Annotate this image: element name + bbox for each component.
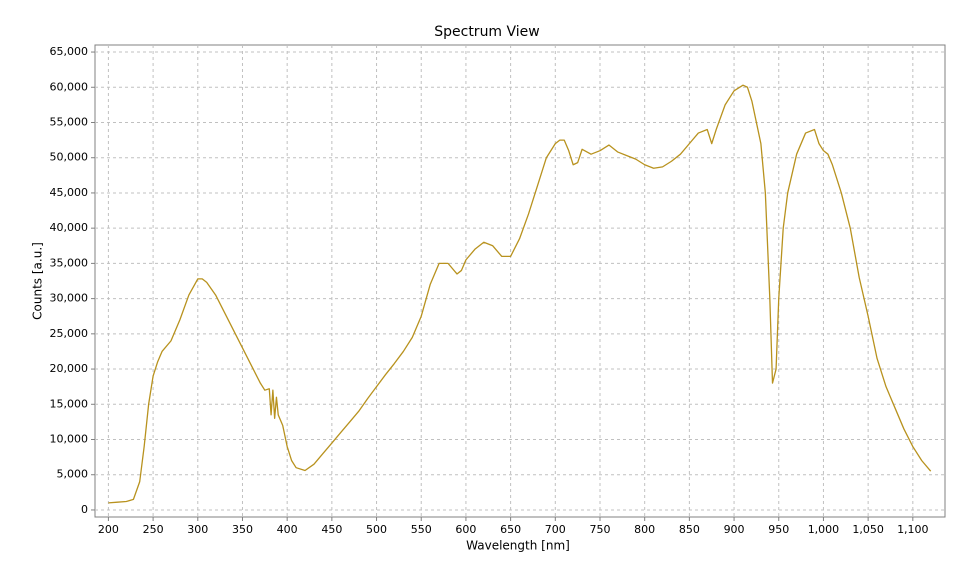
y-tick-label: 10,000 bbox=[50, 433, 89, 446]
x-tick-label: 200 bbox=[98, 523, 119, 536]
y-tick-label: 65,000 bbox=[50, 45, 89, 58]
x-tick-label: 900 bbox=[724, 523, 745, 536]
x-tick-label: 400 bbox=[277, 523, 298, 536]
x-tick-label: 500 bbox=[366, 523, 387, 536]
x-tick-label: 850 bbox=[679, 523, 700, 536]
x-tick-label: 1,100 bbox=[897, 523, 929, 536]
x-tick-label: 800 bbox=[634, 523, 655, 536]
x-tick-label: 700 bbox=[545, 523, 566, 536]
y-tick-label: 60,000 bbox=[50, 80, 89, 93]
x-axis-label: Wavelength [nm] bbox=[466, 539, 570, 553]
y-tick-label: 5,000 bbox=[57, 468, 89, 481]
y-tick-label: 45,000 bbox=[50, 186, 89, 199]
chart-title: Spectrum View bbox=[434, 24, 540, 40]
y-tick-label: 0 bbox=[81, 503, 88, 516]
y-axis-label: Counts [a.u.] bbox=[31, 242, 45, 320]
x-tick-label: 350 bbox=[232, 523, 253, 536]
spectrum-line bbox=[108, 84, 932, 504]
x-tick-label: 750 bbox=[589, 523, 610, 536]
y-tick-label: 25,000 bbox=[50, 327, 89, 340]
y-tick-label: 35,000 bbox=[50, 256, 89, 269]
x-tick-label: 650 bbox=[500, 523, 521, 536]
y-tick-label: 50,000 bbox=[50, 151, 89, 164]
x-tick-label: 600 bbox=[455, 523, 476, 536]
y-tick-label: 40,000 bbox=[50, 221, 89, 234]
y-tick-label: 30,000 bbox=[50, 292, 89, 305]
y-tick-label: 15,000 bbox=[50, 397, 89, 410]
y-tick-label: 20,000 bbox=[50, 362, 89, 375]
x-tick-label: 950 bbox=[768, 523, 789, 536]
x-tick-label: 550 bbox=[411, 523, 432, 536]
x-tick-label: 1,050 bbox=[852, 523, 884, 536]
x-tick-label: 300 bbox=[187, 523, 208, 536]
plot-frame bbox=[94, 44, 946, 518]
x-tick-label: 250 bbox=[143, 523, 164, 536]
x-tick-label: 450 bbox=[321, 523, 342, 536]
y-tick-label: 55,000 bbox=[50, 115, 89, 128]
x-tick-label: 1,000 bbox=[808, 523, 840, 536]
